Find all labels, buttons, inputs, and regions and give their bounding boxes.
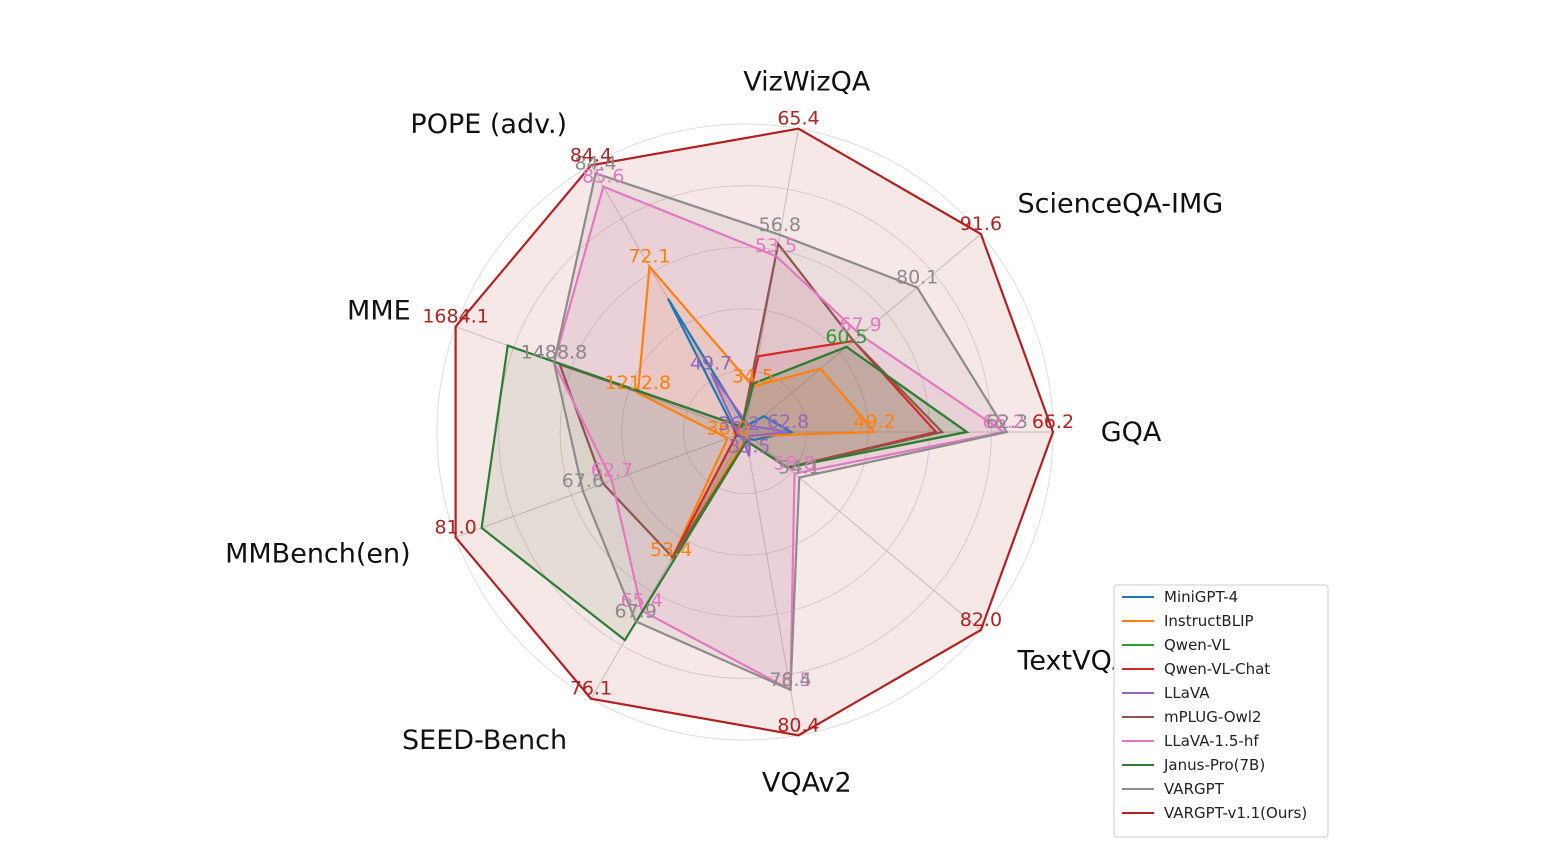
axis-label-1: GQA [1101, 417, 1162, 448]
value-label: 1488.8 [521, 342, 587, 364]
value-label: 62.8 [767, 411, 809, 433]
value-label: 1684.1 [422, 306, 488, 328]
value-label: 65.4 [777, 108, 819, 130]
axis-label-8: VQAv2 [762, 767, 852, 798]
value-label: 76.1 [570, 678, 612, 700]
axis-label-5: MME [347, 295, 411, 326]
legend: MiniGPT-4 InstructBLIP Qwen-VL Qwen-VL-Chat… [1113, 584, 1329, 838]
legend-entry-8: Janus-Pro(7B) [1163, 756, 1265, 774]
value-label: 56.8 [759, 214, 801, 236]
value-label: 80.1 [896, 267, 938, 289]
value-label: 91.6 [960, 213, 1002, 235]
series-fill-7 [554, 186, 1004, 690]
legend-entry-2: InstructBLIP [1164, 612, 1254, 630]
legend-entry-6: mPLUG-Owl2 [1164, 708, 1262, 726]
value-label: 58.8 [773, 453, 815, 475]
axis-spoke-2 [744, 233, 982, 433]
axis-label-7: SEED-Bench [402, 725, 567, 756]
value-label: 81.0 [434, 516, 476, 538]
axis-label-4: POPE (adv.) [410, 109, 567, 140]
value-label: 84.4 [570, 144, 612, 166]
value-label: 82.0 [960, 609, 1002, 631]
value-label: 62.3 [986, 411, 1028, 433]
axis-label-2: ScienceQA-IMG [1018, 188, 1224, 219]
value-label: 67.6 [562, 470, 604, 492]
series-fill-2 [637, 266, 875, 560]
legend-box [1113, 584, 1329, 838]
legend-entry-5: LLaVA [1164, 684, 1210, 702]
series-lines [454, 127, 1055, 737]
value-label: 80.4 [777, 714, 819, 736]
value-label: 34.5 [732, 366, 774, 388]
value-label: 66.2 [1032, 411, 1074, 433]
axis-spoke-7 [590, 431, 746, 699]
value-label: 67.9 [839, 314, 881, 336]
series-fill-8 [481, 345, 967, 641]
value-label: 65.4 [621, 590, 663, 612]
value-label: 53.5 [755, 235, 797, 257]
value-label: 85.6 [582, 166, 624, 188]
series-line-5 [710, 372, 789, 457]
series-line-10 [454, 127, 1055, 737]
value-label: 84.4 [574, 152, 616, 174]
axis-labels: GQA ScienceQA-IMG VizWizQA POPE (adv.) MME MM… [225, 67, 1223, 799]
series-fill-3 [672, 346, 967, 558]
legend-entry-4: Qwen-VL-Chat [1164, 660, 1270, 678]
legend-entry-3: Qwen-VL [1164, 636, 1231, 654]
axis-label-6: MMBench(en) [225, 539, 411, 570]
value-label: 60.5 [825, 326, 867, 348]
value-labels: 49.2 72.1 1212.8 36.0 53.4 34.5 60.5 49.7 62.8 36… [422, 108, 1074, 737]
value-label: 49.7 [690, 352, 732, 374]
value-label: 36.2 [718, 413, 760, 435]
value-label: 36.0 [706, 417, 748, 439]
value-label: 1488.8 [521, 342, 587, 364]
series-line-9 [552, 171, 1009, 692]
value-label: 72.1 [628, 246, 670, 268]
value-label: 54.1 [778, 457, 820, 479]
legend-entry-10: VARGPT-v1.1(Ours) [1164, 804, 1307, 822]
axis-label-3: VizWizQA [743, 67, 871, 98]
value-label: 76.5 [769, 669, 811, 691]
series-line-7 [552, 185, 1007, 692]
legend-entry-7: LLaVA-1.5-hf [1164, 732, 1259, 750]
value-label: 78.4 [769, 669, 811, 691]
series-fill-6 [559, 243, 943, 558]
legend-entry-1: MiniGPT-4 [1164, 588, 1238, 606]
value-label: 66.2 [983, 411, 1025, 433]
series-line-8 [480, 344, 970, 642]
value-label: 49.2 [853, 411, 895, 433]
value-label: 67.9 [615, 600, 657, 622]
value-label: 1212.8 [605, 372, 671, 394]
series-fill-4 [672, 340, 936, 558]
value-label: 62.7 [591, 460, 633, 482]
legend-entry-9: VARGPT [1164, 780, 1225, 798]
series-line-2 [636, 263, 877, 561]
series-fill-10 [455, 128, 1054, 736]
value-label: 33.5 [728, 435, 770, 457]
axis-spoke-6 [455, 431, 746, 538]
value-label: 53.4 [650, 539, 692, 561]
axis-label-9: TextVQA [1017, 646, 1131, 677]
